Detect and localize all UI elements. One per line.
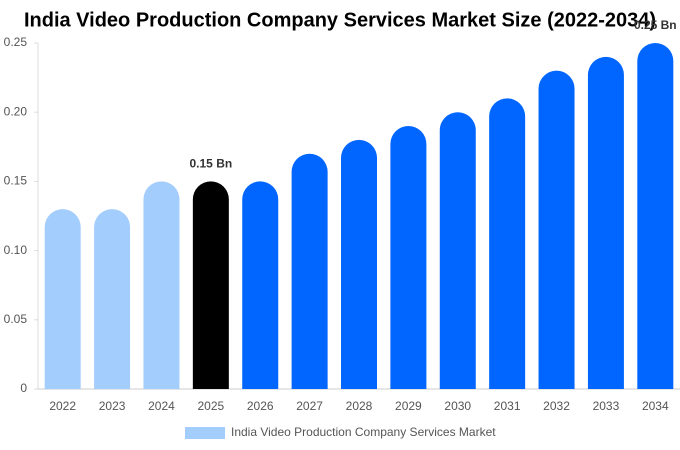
bar [390,126,427,390]
x-tick-label: 2031 [494,399,521,413]
y-tick-label: 0 [20,381,27,395]
chart-title: India Video Production Company Services … [24,9,656,31]
bar [637,43,674,389]
y-tick-label: 0.05 [4,312,28,326]
x-tick-label: 2028 [346,399,373,413]
data-label: 0.15 Bn [190,157,233,171]
bar [489,98,526,389]
bar [94,209,131,389]
x-tick-label: 2027 [296,399,323,413]
bar [291,153,328,389]
bar [587,56,624,390]
y-tick-label: 0.15 [4,174,28,188]
x-tick-label: 2023 [99,399,126,413]
y-tick-label: 0.10 [4,243,28,257]
x-tick-label: 2034 [642,399,669,413]
x-tick-label: 2024 [148,399,175,413]
bar [44,209,81,389]
bar [192,181,229,389]
x-tick-label: 2025 [197,399,224,413]
data-label: 0.25 Bn [634,18,677,32]
x-tick-label: 2033 [593,399,620,413]
y-tick-label: 0.25 [4,35,28,49]
bar [242,181,279,389]
bar [341,139,377,389]
x-tick-label: 2030 [444,399,471,413]
legend-label: India Video Production Company Services … [231,425,496,439]
x-tick-label: 2022 [49,399,76,413]
y-tick-label: 0.20 [4,104,28,118]
x-tick-label: 2032 [543,399,570,413]
x-tick-label: 2029 [395,399,422,413]
bar [439,112,476,389]
bar [538,70,575,390]
bar [143,181,180,389]
x-tick-label: 2026 [247,399,274,413]
legend-swatch [185,427,225,439]
